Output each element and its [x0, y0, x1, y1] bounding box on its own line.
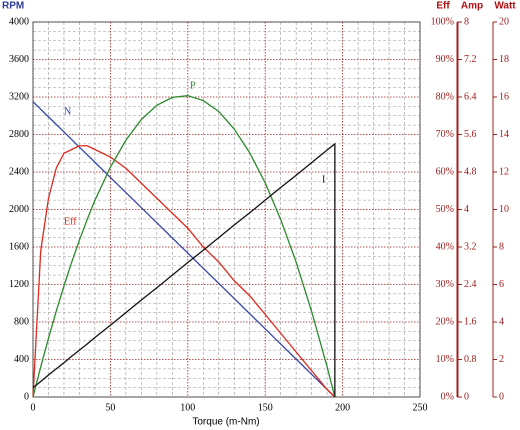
x-axis-title: Torque (m-Nm) — [192, 417, 259, 428]
y-tick-label: 2800 — [9, 129, 29, 140]
y-tick-label: 400 — [14, 354, 29, 365]
series-line — [32, 142, 336, 397]
x-tick-label: 50 — [105, 402, 115, 413]
y4-tick-label: 12 — [499, 166, 509, 177]
y4-tick-label: 2 — [499, 354, 504, 365]
y3-tick-label: 0 — [464, 391, 469, 402]
y4-tick-label: 18 — [499, 54, 509, 65]
y-tick-label: 2400 — [9, 166, 29, 177]
series-label: N — [64, 106, 71, 117]
y2-tick-label: 90% — [436, 54, 454, 65]
y2-tick-label: 0% — [441, 391, 454, 402]
y4-tick-label: 0 — [499, 391, 504, 402]
y3-tick-label: 8 — [464, 16, 469, 27]
y2-tick-label: 20% — [436, 316, 454, 327]
series-line — [32, 95, 336, 398]
series-label: I — [322, 174, 325, 185]
y3-tick-label: 6.4 — [464, 91, 477, 102]
y3-tick-label: 1.6 — [464, 316, 477, 327]
y2-tick-label: 50% — [436, 204, 454, 215]
y3-tick-label: 2.4 — [464, 279, 477, 290]
y-tick-label: 3200 — [9, 91, 29, 102]
y2-tick-label: 60% — [436, 166, 454, 177]
y3-tick-label: 5.6 — [464, 129, 477, 140]
y-tick-label: 0 — [24, 391, 29, 402]
y2-axis-title: Eff — [436, 1, 450, 12]
y-tick-label: 4000 — [9, 16, 29, 27]
y3-axis-title: Amp — [461, 1, 483, 12]
y2-tick-label: 100% — [431, 16, 454, 27]
y3-tick-label: 3.2 — [464, 241, 477, 252]
y-tick-label: 1600 — [9, 241, 29, 252]
x-tick-label: 0 — [31, 402, 36, 413]
y-tick-label: 800 — [14, 316, 29, 327]
y3-tick-label: 4 — [464, 204, 469, 215]
series-line — [32, 145, 336, 398]
plot-frame — [32, 21, 421, 398]
x-tick-label: 200 — [335, 402, 350, 413]
y3-tick-label: 0.8 — [464, 354, 477, 365]
y-axis-title: RPM — [2, 1, 24, 12]
series-label: P — [190, 80, 196, 91]
y3-tick-label: 7.2 — [464, 54, 477, 65]
x-tick-label: 250 — [413, 402, 428, 413]
y2-tick-label: 80% — [436, 91, 454, 102]
y4-tick-label: 10 — [499, 204, 509, 215]
y-tick-label: 2000 — [9, 204, 29, 215]
y4-axis-title: Watt — [494, 1, 516, 12]
y4-tick-label: 4 — [499, 316, 504, 327]
x-tick-label: 150 — [258, 402, 273, 413]
y2-tick-label: 40% — [436, 241, 454, 252]
y4-tick-label: 6 — [499, 279, 504, 290]
y2-tick-label: 70% — [436, 129, 454, 140]
x-tick-label: 100 — [180, 402, 195, 413]
y4-tick-label: 14 — [499, 129, 509, 140]
series-line — [32, 101, 336, 398]
y-tick-label: 1200 — [9, 279, 29, 290]
series-label: Eff — [64, 216, 77, 227]
y2-tick-label: 10% — [436, 354, 454, 365]
y4-tick-label: 16 — [499, 91, 509, 102]
y4-tick-label: 8 — [499, 241, 504, 252]
y-tick-label: 3600 — [9, 54, 29, 65]
y3-tick-label: 4.8 — [464, 166, 477, 177]
y4-tick-label: 20 — [499, 16, 509, 27]
y2-tick-label: 30% — [436, 279, 454, 290]
